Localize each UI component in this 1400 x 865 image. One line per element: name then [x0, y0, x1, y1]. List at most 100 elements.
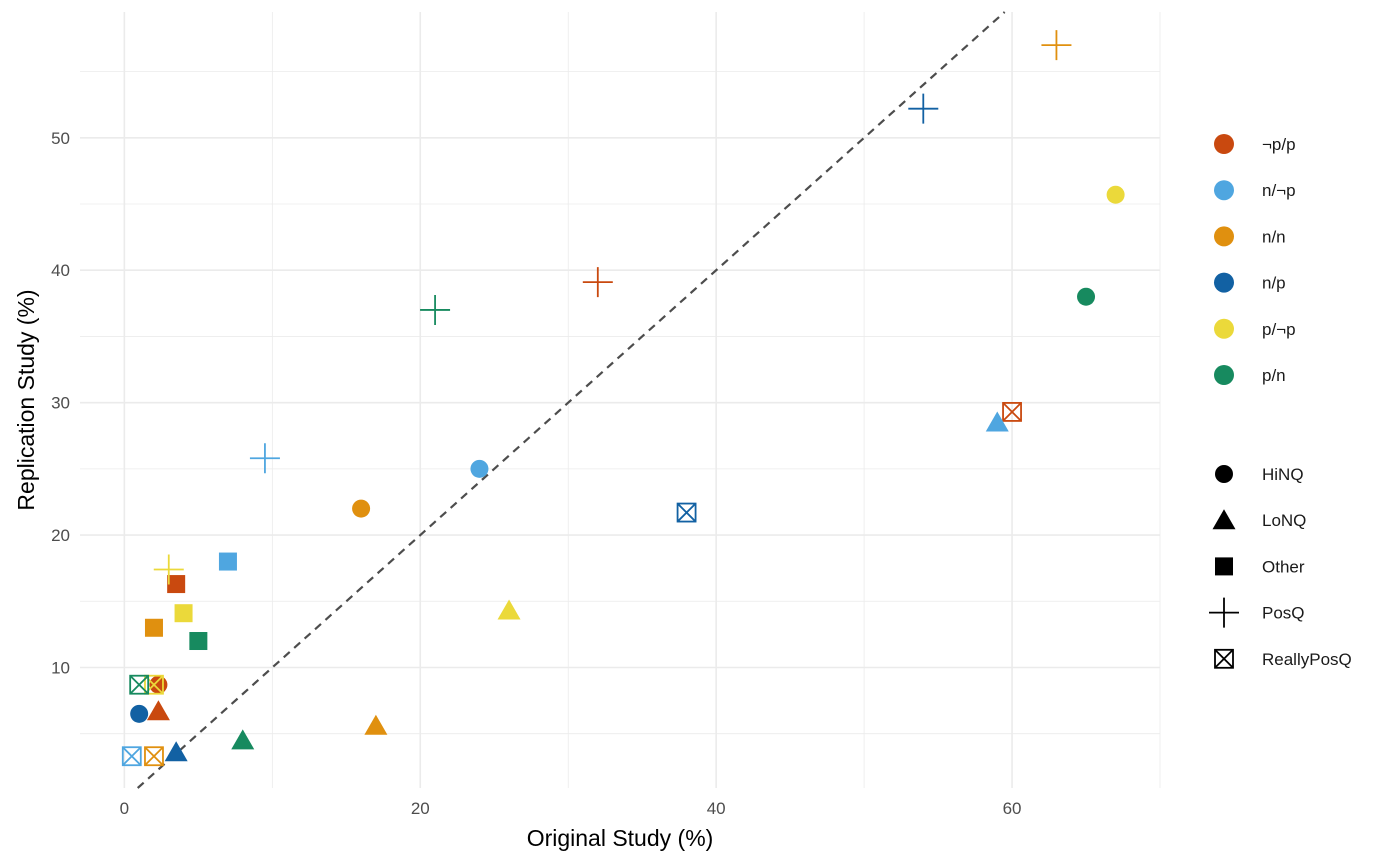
color-legend-label: n/¬p [1262, 181, 1296, 200]
data-point [121, 746, 142, 767]
data-point [420, 294, 451, 325]
color-legend-label: ¬p/p [1262, 135, 1296, 154]
x-tick-label: 60 [1003, 799, 1022, 818]
y-tick-label: 20 [51, 526, 70, 545]
data-point [1002, 402, 1022, 422]
color-legend: ¬p/p n/¬p n/n n/p p/¬p p/n [1214, 134, 1296, 385]
color-legend-item: p/¬p [1214, 318, 1296, 339]
data-point [174, 604, 193, 623]
data-point [1077, 287, 1096, 306]
triangle-marker [1212, 509, 1236, 530]
data-point [130, 704, 149, 723]
grid [80, 12, 1161, 788]
data-point [153, 554, 184, 585]
data-point [364, 714, 388, 735]
triangle-marker [231, 729, 255, 750]
plus-marker [153, 554, 184, 585]
boxx-marker-box [144, 674, 164, 695]
shape-legend: HiNQ LoNQ Other PosQ ReallyPosQ [1209, 465, 1352, 669]
boxx-marker-cross [676, 502, 697, 523]
color-legend-key [1214, 272, 1234, 293]
shape-legend-item: ReallyPosQ [1214, 648, 1352, 669]
identity-reference-line [136, 11, 1006, 789]
square-marker [218, 552, 237, 571]
color-legend-key [1214, 318, 1234, 339]
boxx-marker-box [1002, 402, 1022, 422]
data-point [144, 746, 164, 767]
color-legend-item: ¬p/p [1214, 134, 1296, 154]
color-legend-key [1214, 365, 1234, 385]
data-point [908, 93, 939, 124]
color-legend-label: n/n [1262, 227, 1286, 246]
square-marker [189, 632, 208, 651]
circle-marker [1215, 465, 1233, 483]
boxx-marker-box [676, 502, 697, 523]
reference-line-group [136, 11, 1006, 789]
square-marker [167, 575, 186, 594]
data-point [164, 741, 188, 762]
triangle-marker [146, 700, 170, 721]
circle-marker [130, 704, 149, 723]
boxx-marker-cross [122, 746, 142, 766]
data-point [129, 674, 150, 695]
x-axis-title: Original Study (%) [527, 825, 714, 851]
circle-marker [1106, 185, 1125, 204]
shape-legend-item: LoNQ [1212, 509, 1306, 530]
data-point [218, 552, 237, 571]
boxx-marker-cross [144, 746, 164, 766]
y-tick-label: 10 [51, 658, 70, 677]
y-tick-label: 30 [51, 394, 70, 413]
x-tick-label: 20 [411, 799, 430, 818]
shape-legend-key [1212, 509, 1236, 530]
triangle-marker [497, 599, 521, 620]
circle-marker [149, 675, 168, 694]
data-point [167, 575, 186, 594]
shape-legend-label: ReallyPosQ [1262, 650, 1352, 669]
color-legend-item: p/n [1214, 365, 1286, 385]
data-point [676, 502, 697, 523]
shape-legend-label: LoNQ [1262, 511, 1306, 530]
shape-legend-key [1215, 465, 1233, 483]
color-legend-label: p/¬p [1262, 320, 1296, 339]
data-point [470, 459, 489, 478]
data-point [231, 729, 255, 750]
shape-legend-key [1214, 648, 1234, 669]
circle-marker [352, 499, 371, 518]
data-points [121, 30, 1125, 767]
tick-labels: 0 20 40 60 10 20 30 40 50 [51, 129, 1021, 818]
data-point [144, 618, 163, 637]
shape-legend-key [1209, 597, 1239, 628]
data-point [1041, 30, 1072, 61]
square-marker [174, 604, 193, 623]
x-tick-label: 0 [120, 799, 129, 818]
shape-legend-label: PosQ [1262, 604, 1305, 623]
square-marker [144, 618, 163, 637]
y-axis-title: Replication Study (%) [13, 289, 39, 510]
data-point [582, 267, 613, 298]
data-point [985, 411, 1009, 432]
triangle-marker [985, 411, 1009, 432]
shape-legend-key [1215, 557, 1233, 576]
data-point [189, 632, 208, 651]
boxx-marker-cross [1002, 402, 1022, 422]
circle-marker [1077, 287, 1096, 306]
boxx-marker-box [121, 746, 142, 767]
boxx-marker-box [144, 746, 164, 767]
square-marker [1215, 557, 1233, 576]
triangle-marker [364, 714, 388, 735]
color-legend-key [1214, 134, 1234, 154]
y-tick-label: 50 [51, 129, 70, 148]
plus-marker [1041, 30, 1072, 61]
color-legend-item: n/n [1214, 226, 1286, 247]
boxx-marker-cross [1214, 649, 1234, 669]
data-point [149, 675, 168, 694]
color-legend-item: n/¬p [1214, 180, 1296, 201]
x-tick-label: 40 [707, 799, 726, 818]
color-legend-label: n/p [1262, 274, 1286, 293]
shape-legend-item: PosQ [1209, 597, 1305, 628]
shape-legend-label: Other [1262, 557, 1305, 576]
plus-marker [908, 93, 939, 124]
plus-marker [582, 267, 613, 298]
color-legend-key [1214, 180, 1234, 201]
